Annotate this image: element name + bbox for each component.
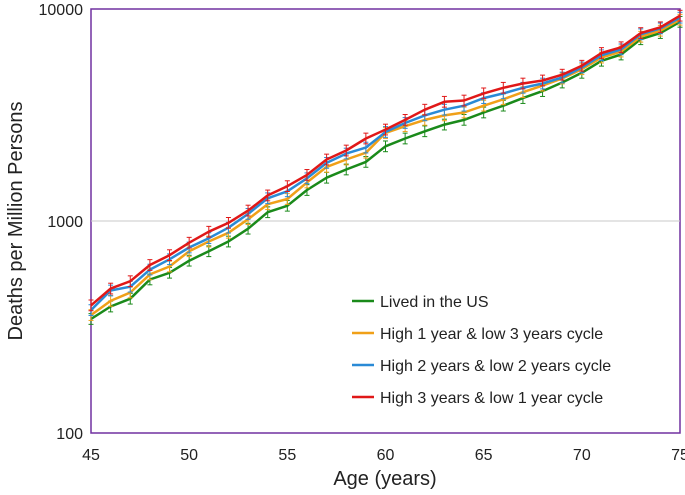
legend-label: High 1 year & low 3 years cycle — [380, 326, 603, 343]
y-tick-label: 1000 — [47, 214, 83, 231]
x-tick-label: 65 — [475, 447, 493, 464]
x-tick-label: 55 — [278, 447, 296, 464]
series-4 — [88, 9, 683, 312]
y-tick-label: 10000 — [39, 2, 84, 19]
series-lines — [88, 9, 683, 325]
legend-label: High 3 years & low 1 year cycle — [380, 390, 603, 407]
series-line — [90, 18, 681, 317]
x-tick-label: 50 — [180, 447, 198, 464]
legend: Lived in the US High 1 year & low 3 years… — [352, 294, 611, 407]
x-tick-label: 45 — [82, 447, 100, 464]
y-axis-ticks: 100 1000 10000 — [39, 2, 84, 443]
x-tick-label: 60 — [377, 447, 395, 464]
y-tick-label: 100 — [56, 426, 83, 443]
series-line — [90, 14, 681, 307]
y-axis-title: Deaths per Million Persons — [5, 102, 27, 341]
legend-label: High 2 years & low 2 years cycle — [380, 358, 611, 375]
x-axis-title: Age (years) — [333, 468, 436, 490]
x-tick-label: 75 — [671, 447, 685, 464]
legend-label: Lived in the US — [380, 294, 489, 311]
x-axis-ticks: 45 50 55 60 65 70 75 — [82, 447, 685, 464]
x-tick-label: 70 — [573, 447, 591, 464]
series-line — [90, 20, 681, 321]
